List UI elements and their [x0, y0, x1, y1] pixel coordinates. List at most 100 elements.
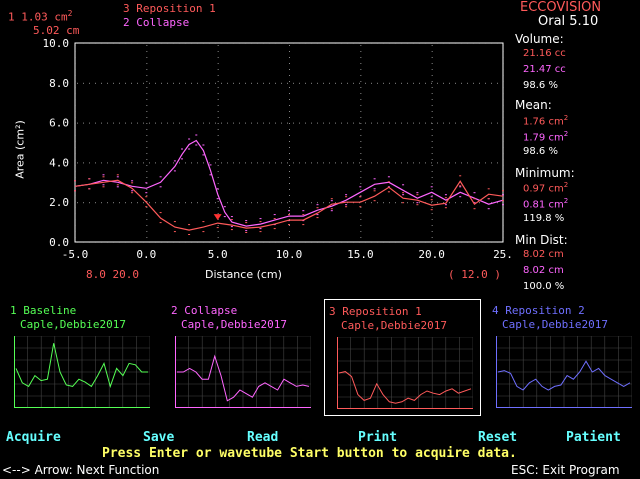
grid-dot [329, 82, 330, 84]
grid-dot [75, 159, 76, 160]
grid-dot [365, 43, 366, 44]
grid-dot [275, 122, 276, 124]
read-button[interactable]: Read [247, 430, 279, 445]
series-point-marker [216, 227, 219, 229]
x-tick-label: 20.0 [418, 248, 445, 261]
grid-dot [217, 153, 219, 154]
grid-dot [101, 82, 102, 84]
reset-button[interactable]: Reset [478, 430, 518, 445]
panel-reposition-1[interactable]: 3 Reposition 1 Caple,Debbie2017 [324, 299, 481, 416]
grid-dot [287, 242, 288, 243]
acquire-button[interactable]: Acquire [6, 430, 61, 445]
series-point-marker [373, 188, 376, 190]
series-point-marker [173, 231, 176, 233]
grid-dot [146, 105, 148, 106]
grid-dot [383, 82, 384, 84]
grid-dot [137, 122, 138, 124]
panel-collapse[interactable]: 2 Collapse Caple,Debbie2017 [163, 303, 319, 415]
series-point-marker [131, 192, 134, 194]
grid-dot [209, 242, 210, 243]
grid-dot [251, 82, 252, 84]
grid-dot [413, 242, 414, 243]
panel-baseline[interactable]: 1 Baseline Caple,Debbie2017 [2, 303, 158, 415]
series-point-marker [444, 197, 447, 199]
grid-dot [287, 43, 288, 44]
grid-dot [146, 231, 148, 232]
grid-dot [146, 177, 148, 178]
series-point-marker [459, 185, 462, 187]
grid-dot [371, 122, 372, 124]
save-button[interactable]: Save [143, 430, 175, 445]
grid-dot [289, 147, 290, 148]
grid-dot [239, 202, 240, 204]
series-point-marker [373, 190, 376, 192]
grid-dot [131, 202, 132, 204]
grid-dot [360, 219, 362, 220]
grid-dot [425, 82, 426, 84]
series-point-marker [74, 190, 76, 192]
grid-dot [75, 153, 76, 154]
grid-dot [289, 87, 290, 88]
grid-dot [383, 162, 384, 164]
grid-dot [360, 93, 362, 94]
grid-dot [305, 82, 306, 84]
series-point-marker [444, 207, 447, 209]
grid-dot [443, 162, 444, 164]
grid-dot [75, 177, 76, 178]
grid-dot [137, 242, 138, 243]
grid-dot [289, 213, 290, 214]
grid-dot [146, 69, 148, 70]
grid-dot [431, 219, 433, 220]
series-point-marker [145, 196, 148, 198]
grid-dot [293, 43, 294, 44]
grid-dot [353, 122, 354, 124]
grid-dot [323, 122, 324, 124]
series-point-marker [202, 221, 205, 223]
grid-dot [119, 122, 120, 124]
grid-dot [75, 207, 76, 208]
grid-dot [257, 242, 258, 243]
cursor-right-value: ( 12.0 ) [448, 268, 501, 281]
grid-dot [245, 162, 246, 164]
grid-dot [146, 189, 148, 190]
grid-dot [245, 43, 246, 44]
grid-dot [389, 82, 390, 84]
print-button[interactable]: Print [358, 430, 398, 445]
patient-button[interactable]: Patient [566, 430, 621, 445]
x-tick-label: -5.0 [62, 248, 89, 261]
grid-dot [305, 162, 306, 164]
grid-dot [146, 225, 148, 226]
grid-dot [299, 82, 300, 84]
grid-dot [365, 202, 366, 204]
grid-dot [419, 82, 420, 84]
grid-dot [335, 82, 336, 84]
grid-dot [75, 129, 76, 130]
grid-dot [335, 202, 336, 204]
grid-dot [281, 43, 282, 44]
grid-dot [215, 122, 216, 124]
grid-dot [360, 183, 362, 184]
grid-dot [467, 202, 468, 204]
grid-dot [461, 82, 462, 84]
grid-dot [209, 202, 210, 204]
grid-dot [503, 75, 504, 76]
grid-dot [146, 201, 148, 202]
grid-dot [503, 231, 504, 232]
grid-dot [75, 225, 76, 226]
grid-dot [217, 57, 219, 58]
series-point-marker [345, 206, 348, 208]
grid-dot [146, 171, 148, 172]
grid-dot [75, 57, 76, 58]
volume-value-2: 21.47 cc [523, 64, 566, 75]
grid-dot [289, 141, 290, 142]
series-point-marker [459, 175, 462, 177]
grid-dot [431, 225, 433, 226]
grid-dot [473, 242, 474, 243]
panel-reposition-2[interactable]: 4 Reposition 2 Caple,Debbie2017 [484, 303, 640, 415]
series-point-marker [373, 178, 376, 180]
grid-dot [389, 43, 390, 44]
grid-dot [503, 153, 504, 154]
panel-title: 1 Baseline [10, 304, 77, 317]
grid-dot [431, 51, 433, 52]
x-tick-label: 10.0 [276, 248, 303, 261]
